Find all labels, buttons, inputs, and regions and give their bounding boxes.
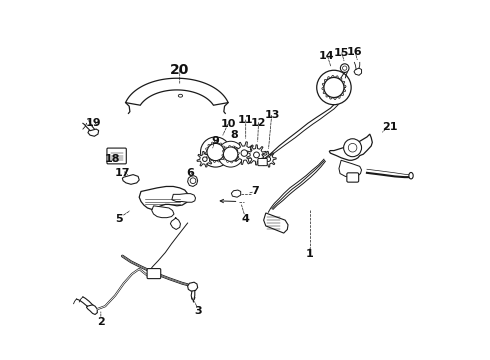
Polygon shape xyxy=(122,175,139,184)
Text: 11: 11 xyxy=(238,115,253,125)
Polygon shape xyxy=(172,194,196,202)
Text: 20: 20 xyxy=(170,63,190,77)
Circle shape xyxy=(324,77,344,98)
Circle shape xyxy=(343,66,347,70)
Text: 5: 5 xyxy=(115,215,122,224)
Polygon shape xyxy=(139,186,188,210)
Polygon shape xyxy=(247,145,266,165)
Polygon shape xyxy=(264,213,288,233)
Circle shape xyxy=(266,157,270,161)
Polygon shape xyxy=(197,151,213,167)
FancyBboxPatch shape xyxy=(258,158,267,166)
Text: 16: 16 xyxy=(346,46,362,57)
Text: 14: 14 xyxy=(319,51,335,61)
Text: 13: 13 xyxy=(264,111,280,121)
Text: 19: 19 xyxy=(86,118,101,128)
Polygon shape xyxy=(233,142,256,165)
Circle shape xyxy=(348,143,357,152)
Text: 12: 12 xyxy=(251,118,267,128)
Circle shape xyxy=(343,139,362,157)
Polygon shape xyxy=(231,190,241,197)
Text: 6: 6 xyxy=(187,168,195,178)
Text: 1: 1 xyxy=(306,248,314,258)
Text: 2: 2 xyxy=(97,317,105,327)
Circle shape xyxy=(190,178,196,184)
Circle shape xyxy=(317,70,351,105)
Text: 4: 4 xyxy=(241,215,249,224)
Text: 9: 9 xyxy=(212,136,220,145)
Text: 10: 10 xyxy=(221,120,237,129)
Polygon shape xyxy=(339,160,362,177)
Polygon shape xyxy=(88,129,98,136)
Circle shape xyxy=(202,157,207,161)
Polygon shape xyxy=(171,218,180,229)
Polygon shape xyxy=(188,282,197,291)
Polygon shape xyxy=(87,305,97,315)
Circle shape xyxy=(223,147,238,161)
Polygon shape xyxy=(125,78,228,105)
Circle shape xyxy=(200,137,231,167)
Circle shape xyxy=(253,152,259,158)
Text: 17: 17 xyxy=(115,168,130,178)
Circle shape xyxy=(218,141,244,167)
Text: 3: 3 xyxy=(194,306,201,316)
Polygon shape xyxy=(152,206,174,218)
Polygon shape xyxy=(329,134,372,160)
Ellipse shape xyxy=(409,172,413,179)
Polygon shape xyxy=(260,151,276,167)
Text: 8: 8 xyxy=(230,130,238,140)
FancyBboxPatch shape xyxy=(347,173,359,182)
Text: 18: 18 xyxy=(104,154,120,164)
Polygon shape xyxy=(188,176,197,186)
Circle shape xyxy=(341,64,349,72)
Text: 15: 15 xyxy=(333,48,349,58)
Ellipse shape xyxy=(178,94,183,97)
FancyBboxPatch shape xyxy=(147,269,161,279)
Text: 7: 7 xyxy=(251,186,259,197)
Circle shape xyxy=(241,150,247,156)
Circle shape xyxy=(207,143,224,161)
Text: 21: 21 xyxy=(383,122,398,132)
FancyBboxPatch shape xyxy=(107,148,126,164)
Polygon shape xyxy=(354,68,362,75)
